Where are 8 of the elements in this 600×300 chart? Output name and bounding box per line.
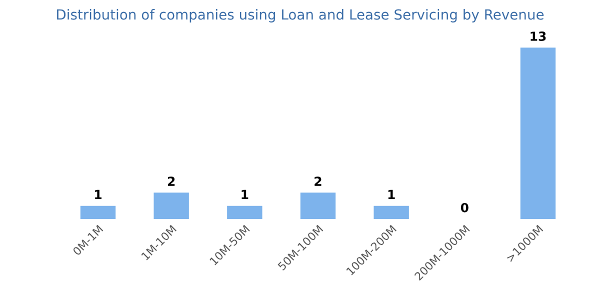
data-label: 1 bbox=[242, 190, 248, 200]
chart-title: Distribution of companies using Loan and Lease Servicing by Revenue bbox=[57, 9, 544, 22]
data-label: 1 bbox=[95, 190, 102, 200]
data-label: 13 bbox=[530, 32, 546, 41]
data-label: 2 bbox=[168, 176, 175, 186]
data-label: 0 bbox=[460, 202, 468, 212]
data-label: 1 bbox=[388, 190, 395, 200]
data-label: 2 bbox=[314, 176, 322, 186]
